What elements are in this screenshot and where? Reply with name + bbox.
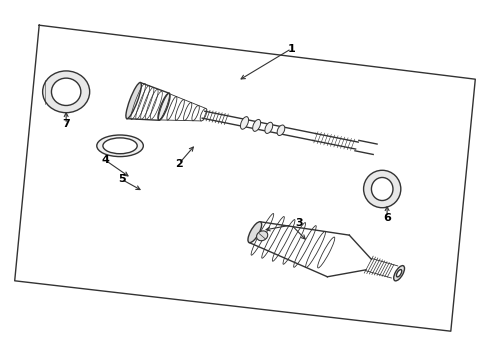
Text: 3: 3	[295, 218, 303, 228]
Text: 1: 1	[288, 44, 295, 54]
Text: 4: 4	[101, 155, 109, 165]
Ellipse shape	[396, 270, 402, 277]
Ellipse shape	[371, 177, 393, 201]
Ellipse shape	[277, 125, 285, 135]
Ellipse shape	[126, 82, 141, 119]
Ellipse shape	[253, 120, 261, 131]
Ellipse shape	[248, 222, 262, 243]
Ellipse shape	[265, 122, 273, 134]
Text: 7: 7	[62, 119, 70, 129]
Ellipse shape	[393, 266, 405, 281]
Ellipse shape	[257, 231, 268, 241]
Ellipse shape	[103, 138, 137, 154]
Ellipse shape	[158, 93, 170, 120]
Text: 6: 6	[383, 213, 391, 223]
Ellipse shape	[97, 135, 143, 157]
Ellipse shape	[364, 170, 401, 208]
Ellipse shape	[43, 71, 90, 113]
Text: 5: 5	[118, 174, 125, 184]
Text: 2: 2	[175, 159, 183, 169]
Ellipse shape	[51, 78, 81, 105]
Ellipse shape	[241, 117, 248, 129]
